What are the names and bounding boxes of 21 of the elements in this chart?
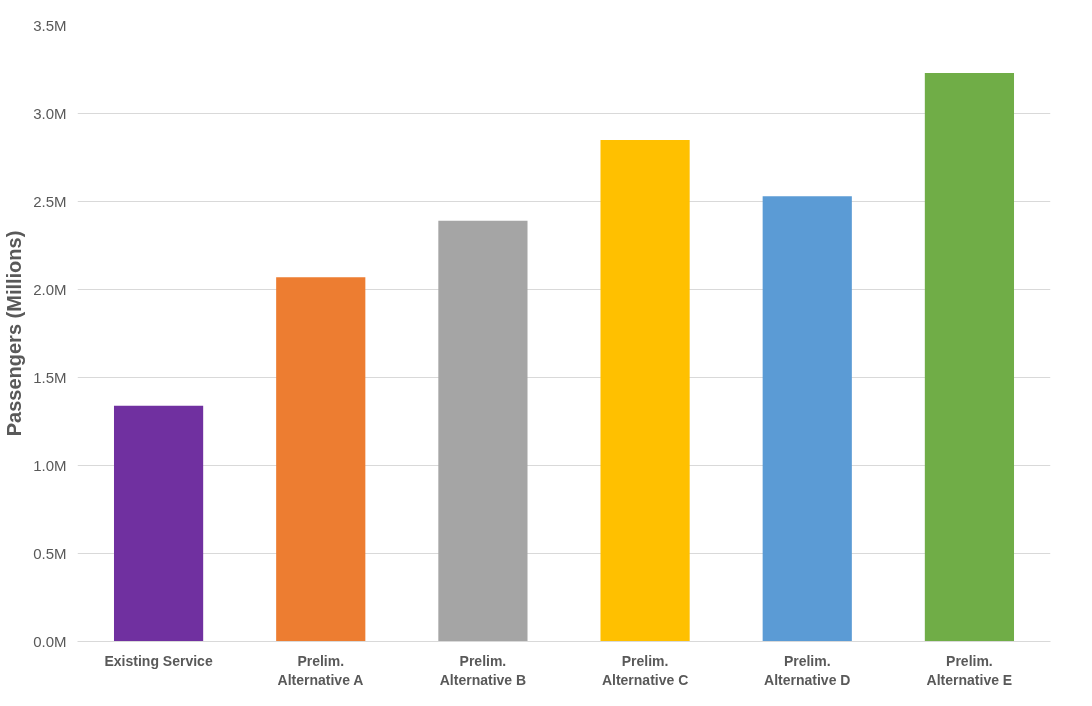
bar — [113, 405, 204, 642]
y-tick-label: 2.0M — [33, 281, 67, 298]
y-tick-label: 3.5M — [33, 17, 67, 34]
bar — [276, 277, 366, 642]
y-tick-label: 1.5M — [33, 369, 67, 386]
x-tick-label: Existing Service — [104, 652, 213, 669]
x-tick-label: Prelim. Alternative A — [277, 652, 364, 688]
y-tick-label: 2.5M — [33, 193, 67, 210]
y-tick-label: 1.0M — [33, 457, 67, 474]
x-tick-label: Prelim. Alternative B — [439, 652, 527, 688]
x-tick-label: Prelim. Alternative E — [926, 652, 1013, 688]
y-axis-title: Passengers (Millions) — [3, 230, 26, 437]
x-tick-label: Prelim. Alternative D — [764, 652, 851, 688]
y-tick-label: 0.5M — [33, 545, 67, 562]
x-tick-label: Prelim. Alternative C — [601, 652, 689, 688]
bar — [762, 196, 852, 642]
y-tick-label: 0.0M — [33, 633, 67, 650]
bar — [438, 220, 528, 642]
bar — [924, 73, 1015, 642]
y-tick-label: 3.0M — [33, 105, 67, 122]
bar — [600, 139, 690, 642]
